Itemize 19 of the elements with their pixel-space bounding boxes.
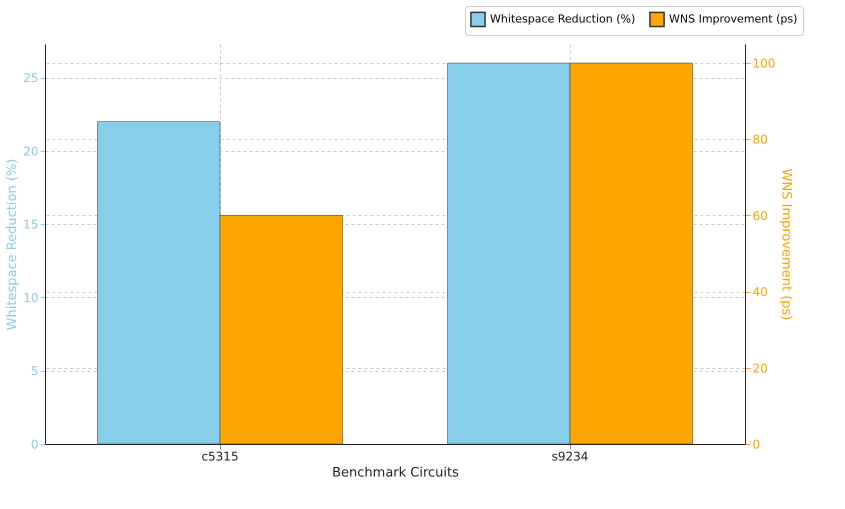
y2-tick-label: 100 xyxy=(752,56,776,71)
y2-axis-title: WNS Improvement (ps) xyxy=(778,168,794,320)
x-tick-label: c5315 xyxy=(201,450,239,464)
y2-tick-label: 40 xyxy=(752,285,768,300)
x-tick-label: s9234 xyxy=(552,450,588,464)
y-tick-label: 5 xyxy=(30,364,38,378)
y-axis-title: Whitespace Reduction (%) xyxy=(5,158,20,330)
legend-label: Whitespace Reduction (%) xyxy=(490,12,636,26)
y-tick-label: 0 xyxy=(30,438,38,452)
y-tick-label: 10 xyxy=(23,290,38,305)
y2-tick-label: 0 xyxy=(752,438,760,452)
y2-tick-label: 80 xyxy=(752,132,768,147)
legend-label: WNS Improvement (ps) xyxy=(669,12,798,26)
y-tick-label: 20 xyxy=(23,144,38,158)
y-tick-label: 15 xyxy=(23,218,38,232)
x-axis-title: Benchmark Circuits xyxy=(332,466,460,480)
y2-tick-label: 60 xyxy=(752,208,768,223)
y-tick-label: 25 xyxy=(23,71,38,86)
y2-tick-label: 20 xyxy=(752,361,768,376)
